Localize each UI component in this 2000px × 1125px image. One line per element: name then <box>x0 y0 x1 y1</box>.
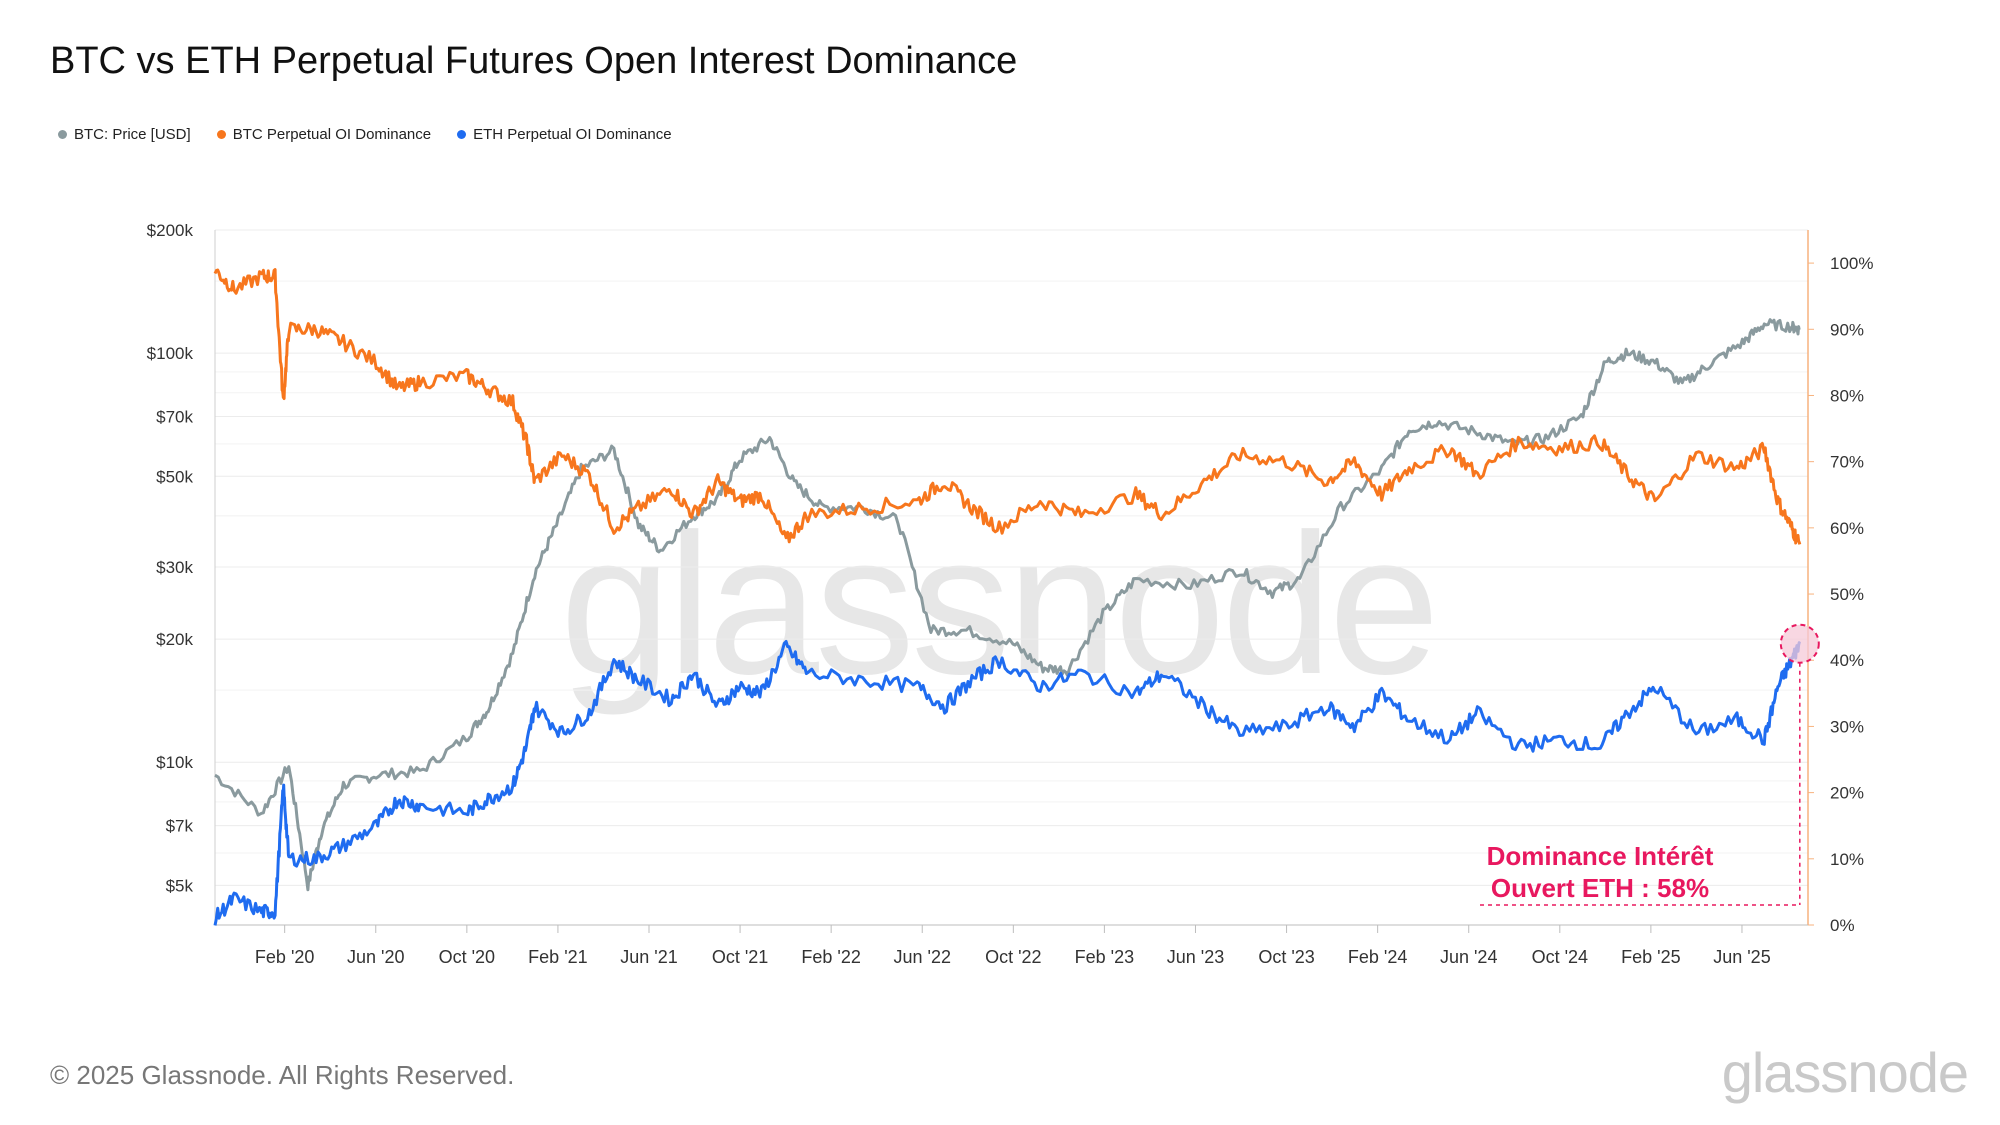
chart-legend: BTC: Price [USD] BTC Perpetual OI Domina… <box>58 126 672 143</box>
x-axis: Feb '20 Jun '20 Oct '20 Feb '21 Jun '21 Oct '… <box>215 924 1808 967</box>
x-axis-tick-label: Feb '20 <box>255 947 314 967</box>
annotation-text-line2: Ouvert ETH : 58% <box>1491 873 1709 903</box>
right-axis-tick-label: 30% <box>1830 717 1864 736</box>
copyright-text: © 2025 Glassnode. All Rights Reserved. <box>50 1060 515 1090</box>
left-axis-tick-label: $100k <box>147 344 194 363</box>
left-axis-tick-label: $5k <box>166 876 194 895</box>
right-axis-tick-label: 50% <box>1830 585 1864 604</box>
x-axis-tick-label: Oct '24 <box>1532 947 1588 967</box>
legend-swatch-btc-dominance <box>216 130 226 139</box>
right-axis-tick-label: 60% <box>1830 519 1864 538</box>
legend-item-btc-price[interactable]: BTC: Price [USD] <box>58 126 191 143</box>
right-axis: 0% 10% 20% 30% 40% 50% 60% 70% 80% 90% 100% <box>1807 230 1873 935</box>
legend-item-btc-dominance[interactable]: BTC Perpetual OI Dominance <box>216 126 432 143</box>
right-axis-tick-label: 90% <box>1830 320 1864 339</box>
right-axis-tick-label: 20% <box>1830 784 1864 803</box>
right-axis-tick-label: 10% <box>1830 850 1864 869</box>
right-axis-tick-label: 40% <box>1830 651 1864 670</box>
x-axis-tick-label: Jun '22 <box>893 947 950 967</box>
annotation-highlight-circle <box>1779 623 1820 664</box>
right-axis-tick-label: 70% <box>1830 453 1864 472</box>
x-axis-tick-label: Oct '23 <box>1258 947 1314 967</box>
legend-label-btc-dominance: BTC Perpetual OI Dominance <box>232 126 432 143</box>
x-axis-tick-label: Jun '20 <box>347 947 404 967</box>
legend-item-eth-dominance[interactable]: ETH Perpetual OI Dominance <box>457 126 672 143</box>
legend-label-btc-price: BTC: Price [USD] <box>74 126 191 143</box>
grid-layer <box>215 229 1808 886</box>
legend-swatch-eth-dominance <box>457 130 467 139</box>
left-axis-tick-label: $50k <box>156 467 193 486</box>
left-axis: $5k $7k $10k $20k $30k $50k $70k $100k $200k <box>147 221 216 925</box>
x-axis-tick-label: Jun '21 <box>620 947 677 967</box>
left-axis-tick-label: $7k <box>166 817 194 836</box>
x-axis-tick-label: Feb '22 <box>801 947 860 967</box>
x-axis-tick-label: Jun '24 <box>1440 947 1497 967</box>
page-title: BTC vs ETH Perpetual Futures Open Intere… <box>50 40 1018 82</box>
x-axis-tick-label: Jun '25 <box>1713 947 1770 967</box>
legend-swatch-btc-price <box>58 130 67 139</box>
glassnode-logo: glassnode <box>1721 1041 1969 1104</box>
series-line-btc-price <box>214 318 1801 892</box>
x-axis-tick-label: Feb '25 <box>1621 947 1680 967</box>
x-axis-tick-label: Oct '21 <box>712 947 768 967</box>
x-axis-tick-label: Oct '20 <box>439 947 495 967</box>
left-axis-tick-label: $20k <box>156 630 193 649</box>
x-axis-tick-label: Feb '21 <box>528 947 587 967</box>
annotation-text-line1: Dominance Intérêt <box>1487 841 1714 871</box>
legend-label-eth-dominance: ETH Perpetual OI Dominance <box>473 126 672 143</box>
x-axis-tick-label: Jun '23 <box>1167 947 1224 967</box>
right-axis-tick-label: 0% <box>1830 916 1855 935</box>
series-line-eth-dominance <box>213 640 1802 926</box>
right-axis-tick-label: 100% <box>1830 254 1873 273</box>
left-axis-tick-label: $10k <box>156 753 193 772</box>
left-axis-tick-label: $200k <box>147 221 194 240</box>
x-axis-tick-label: Feb '24 <box>1348 947 1407 967</box>
left-axis-tick-label: $70k <box>156 408 193 427</box>
series-line-btc-dominance <box>213 268 1802 545</box>
x-axis-tick-label: Feb '23 <box>1075 947 1134 967</box>
left-axis-tick-label: $30k <box>156 558 193 577</box>
series-layer <box>213 268 1802 926</box>
right-axis-tick-label: 80% <box>1830 386 1864 405</box>
x-axis-tick-label: Oct '22 <box>985 947 1041 967</box>
